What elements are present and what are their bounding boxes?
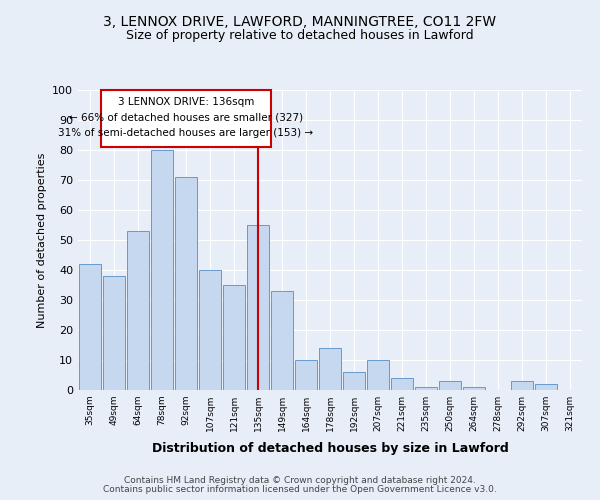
Bar: [247, 225, 269, 390]
Bar: [127, 231, 149, 390]
Bar: [511, 381, 533, 390]
Text: 31% of semi-detached houses are larger (153) →: 31% of semi-detached houses are larger (…: [58, 128, 314, 138]
Bar: [199, 270, 221, 390]
Text: ← 66% of detached houses are smaller (327): ← 66% of detached houses are smaller (32…: [69, 112, 303, 122]
Bar: [151, 150, 173, 390]
Bar: [79, 264, 101, 390]
Bar: [271, 291, 293, 390]
FancyBboxPatch shape: [101, 90, 271, 147]
Bar: [415, 387, 437, 390]
Bar: [367, 360, 389, 390]
Text: Contains HM Land Registry data © Crown copyright and database right 2024.: Contains HM Land Registry data © Crown c…: [124, 476, 476, 485]
Bar: [439, 381, 461, 390]
Bar: [535, 384, 557, 390]
Text: 3, LENNOX DRIVE, LAWFORD, MANNINGTREE, CO11 2FW: 3, LENNOX DRIVE, LAWFORD, MANNINGTREE, C…: [103, 15, 497, 29]
Text: Size of property relative to detached houses in Lawford: Size of property relative to detached ho…: [126, 29, 474, 42]
Bar: [343, 372, 365, 390]
Bar: [295, 360, 317, 390]
Bar: [175, 177, 197, 390]
X-axis label: Distribution of detached houses by size in Lawford: Distribution of detached houses by size …: [152, 442, 508, 456]
Bar: [463, 387, 485, 390]
Y-axis label: Number of detached properties: Number of detached properties: [37, 152, 47, 328]
Text: Contains public sector information licensed under the Open Government Licence v3: Contains public sector information licen…: [103, 485, 497, 494]
Bar: [103, 276, 125, 390]
Bar: [223, 285, 245, 390]
Bar: [391, 378, 413, 390]
Text: 3 LENNOX DRIVE: 136sqm: 3 LENNOX DRIVE: 136sqm: [118, 97, 254, 107]
Bar: [319, 348, 341, 390]
